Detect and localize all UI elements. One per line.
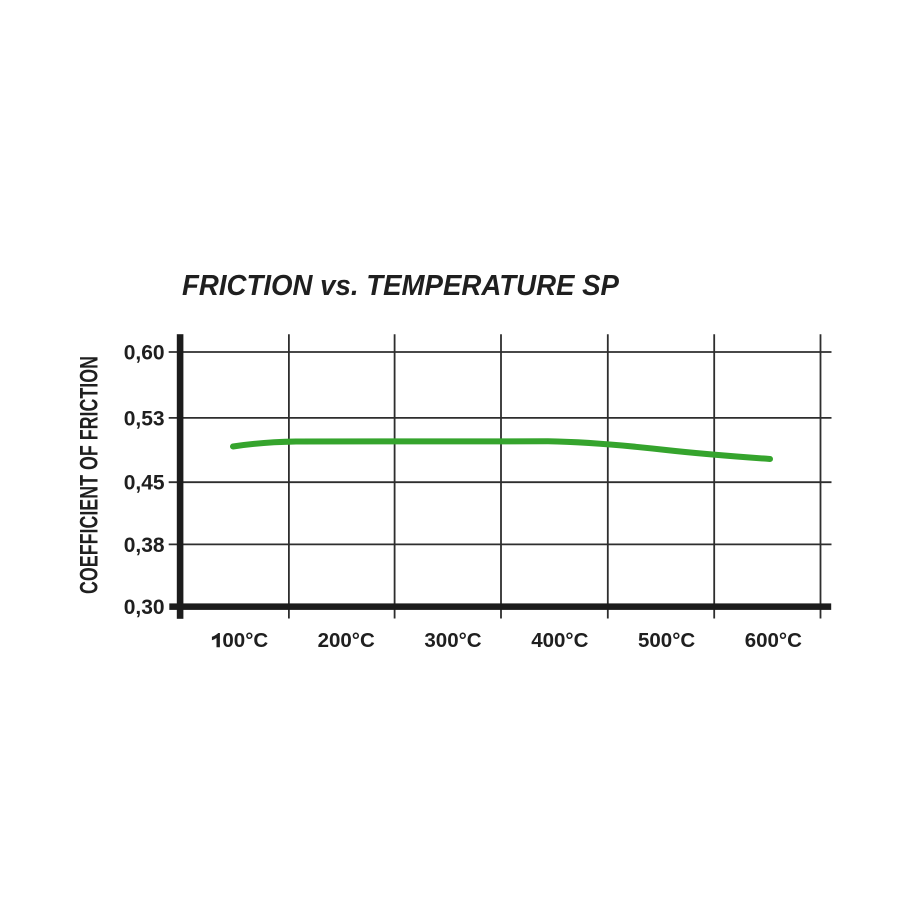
svg-text:COEFFICIENT OF FRICTION: COEFFICIENT OF FRICTION	[76, 356, 104, 594]
svg-text:0,60: 0,60	[124, 341, 165, 364]
svg-text:600°C: 600°C	[745, 629, 802, 652]
svg-text:400°C: 400°C	[531, 629, 588, 652]
svg-text:00°C: 00°C	[222, 629, 268, 652]
svg-text:FRICTION vs. TEMPERATURE SP: FRICTION vs. TEMPERATURE SP	[182, 270, 620, 302]
svg-text:0,53: 0,53	[124, 407, 165, 430]
svg-text:0,38: 0,38	[124, 534, 165, 557]
svg-text:300°C: 300°C	[424, 629, 481, 652]
svg-text:200°C: 200°C	[318, 629, 375, 652]
svg-text:500°C: 500°C	[638, 629, 695, 652]
svg-text:0,45: 0,45	[124, 472, 165, 495]
svg-text:0,30: 0,30	[124, 596, 165, 619]
